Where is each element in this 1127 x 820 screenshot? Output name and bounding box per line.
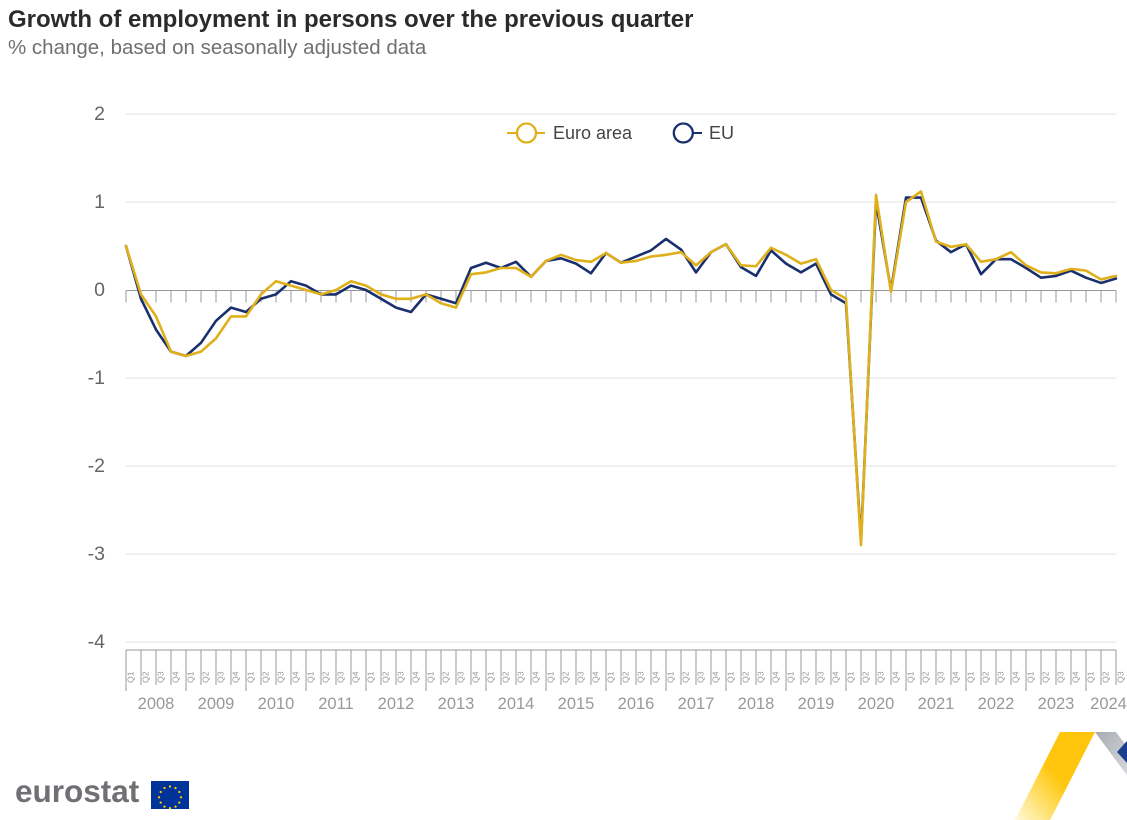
svg-text:Q1: Q1 bbox=[846, 671, 856, 683]
svg-text:Q2: Q2 bbox=[981, 671, 991, 683]
svg-text:Q2: Q2 bbox=[381, 671, 391, 683]
svg-text:Q1: Q1 bbox=[366, 671, 376, 683]
svg-text:Q4: Q4 bbox=[951, 671, 961, 683]
svg-text:Q2: Q2 bbox=[501, 671, 511, 683]
svg-text:Q3: Q3 bbox=[516, 671, 526, 683]
svg-text:Q1: Q1 bbox=[306, 671, 316, 683]
svg-text:2022: 2022 bbox=[978, 695, 1015, 713]
svg-text:Euro area: Euro area bbox=[553, 123, 633, 143]
svg-text:Q4: Q4 bbox=[531, 671, 541, 683]
svg-text:Q1: Q1 bbox=[1086, 671, 1096, 683]
svg-text:eurostat: eurostat bbox=[15, 773, 140, 809]
svg-text:Q3: Q3 bbox=[756, 671, 766, 683]
svg-text:Q3: Q3 bbox=[156, 671, 166, 683]
svg-text:2014: 2014 bbox=[498, 695, 535, 713]
svg-text:2016: 2016 bbox=[618, 695, 655, 713]
svg-text:Q3: Q3 bbox=[996, 671, 1006, 683]
svg-text:2: 2 bbox=[94, 103, 105, 125]
svg-text:Q4: Q4 bbox=[891, 671, 901, 683]
svg-text:Q2: Q2 bbox=[321, 671, 331, 683]
svg-text:2010: 2010 bbox=[258, 695, 295, 713]
svg-text:Q2: Q2 bbox=[741, 671, 751, 683]
svg-text:2018: 2018 bbox=[738, 695, 775, 713]
svg-text:2008: 2008 bbox=[138, 695, 175, 713]
svg-text:1: 1 bbox=[94, 191, 105, 213]
svg-text:Q4: Q4 bbox=[831, 671, 841, 683]
svg-text:2024: 2024 bbox=[1090, 695, 1127, 713]
svg-text:Q3: Q3 bbox=[936, 671, 946, 683]
svg-text:Q1: Q1 bbox=[786, 671, 796, 683]
svg-text:Q4: Q4 bbox=[591, 671, 601, 683]
svg-text:Q2: Q2 bbox=[1101, 671, 1111, 683]
svg-text:Q2: Q2 bbox=[561, 671, 571, 683]
svg-text:Q3: Q3 bbox=[576, 671, 586, 683]
svg-text:Q2: Q2 bbox=[1041, 671, 1051, 683]
svg-text:Q2: Q2 bbox=[201, 671, 211, 683]
svg-text:Q2: Q2 bbox=[261, 671, 271, 683]
svg-text:Q4: Q4 bbox=[171, 671, 181, 683]
svg-text:Q3: Q3 bbox=[1116, 671, 1126, 683]
svg-text:Q1: Q1 bbox=[546, 671, 556, 683]
svg-text:Q4: Q4 bbox=[771, 671, 781, 683]
svg-text:2023: 2023 bbox=[1038, 695, 1075, 713]
svg-text:Q1: Q1 bbox=[606, 671, 616, 683]
svg-text:Q2: Q2 bbox=[861, 671, 871, 683]
svg-text:Q4: Q4 bbox=[1071, 671, 1081, 683]
svg-text:Q3: Q3 bbox=[636, 671, 646, 683]
svg-text:-3: -3 bbox=[88, 543, 105, 565]
svg-text:Q2: Q2 bbox=[921, 671, 931, 683]
svg-text:EU: EU bbox=[709, 123, 734, 143]
svg-text:Q4: Q4 bbox=[471, 671, 481, 683]
svg-text:Q1: Q1 bbox=[486, 671, 496, 683]
svg-text:Q3: Q3 bbox=[336, 671, 346, 683]
svg-text:Q2: Q2 bbox=[141, 671, 151, 683]
svg-text:Q4: Q4 bbox=[291, 671, 301, 683]
svg-text:Q2: Q2 bbox=[621, 671, 631, 683]
svg-text:2011: 2011 bbox=[318, 695, 353, 713]
svg-text:2013: 2013 bbox=[438, 695, 475, 713]
svg-text:Q3: Q3 bbox=[696, 671, 706, 683]
svg-text:Q3: Q3 bbox=[216, 671, 226, 683]
svg-text:Q1: Q1 bbox=[186, 671, 196, 683]
svg-text:2019: 2019 bbox=[798, 695, 835, 713]
svg-text:Q3: Q3 bbox=[876, 671, 886, 683]
svg-text:Q4: Q4 bbox=[231, 671, 241, 683]
svg-text:Q3: Q3 bbox=[816, 671, 826, 683]
svg-text:2012: 2012 bbox=[378, 695, 415, 713]
svg-text:-2: -2 bbox=[88, 455, 105, 477]
svg-text:2020: 2020 bbox=[858, 695, 895, 713]
svg-text:Q2: Q2 bbox=[801, 671, 811, 683]
svg-text:Q1: Q1 bbox=[1026, 671, 1036, 683]
svg-text:2009: 2009 bbox=[198, 695, 235, 713]
svg-text:Q4: Q4 bbox=[711, 671, 721, 683]
svg-text:Q1: Q1 bbox=[666, 671, 676, 683]
svg-text:Q4: Q4 bbox=[351, 671, 361, 683]
svg-text:Q1: Q1 bbox=[126, 671, 136, 683]
svg-text:Q3: Q3 bbox=[276, 671, 286, 683]
svg-text:-4: -4 bbox=[88, 631, 105, 653]
svg-text:Q3: Q3 bbox=[1056, 671, 1066, 683]
svg-text:Q4: Q4 bbox=[1011, 671, 1021, 683]
svg-text:Q3: Q3 bbox=[456, 671, 466, 683]
svg-text:2017: 2017 bbox=[678, 695, 715, 713]
svg-text:2015: 2015 bbox=[558, 695, 595, 713]
svg-text:Q2: Q2 bbox=[441, 671, 451, 683]
svg-text:0: 0 bbox=[94, 279, 105, 301]
svg-text:Q3: Q3 bbox=[396, 671, 406, 683]
svg-text:-1: -1 bbox=[88, 367, 105, 389]
svg-text:Q1: Q1 bbox=[906, 671, 916, 683]
svg-text:Q4: Q4 bbox=[651, 671, 661, 683]
svg-text:2021: 2021 bbox=[918, 695, 955, 713]
svg-text:Q1: Q1 bbox=[966, 671, 976, 683]
svg-text:Q2: Q2 bbox=[681, 671, 691, 683]
svg-text:Q1: Q1 bbox=[426, 671, 436, 683]
svg-text:Q1: Q1 bbox=[246, 671, 256, 683]
svg-text:Q1: Q1 bbox=[726, 671, 736, 683]
svg-text:Q4: Q4 bbox=[411, 671, 421, 683]
